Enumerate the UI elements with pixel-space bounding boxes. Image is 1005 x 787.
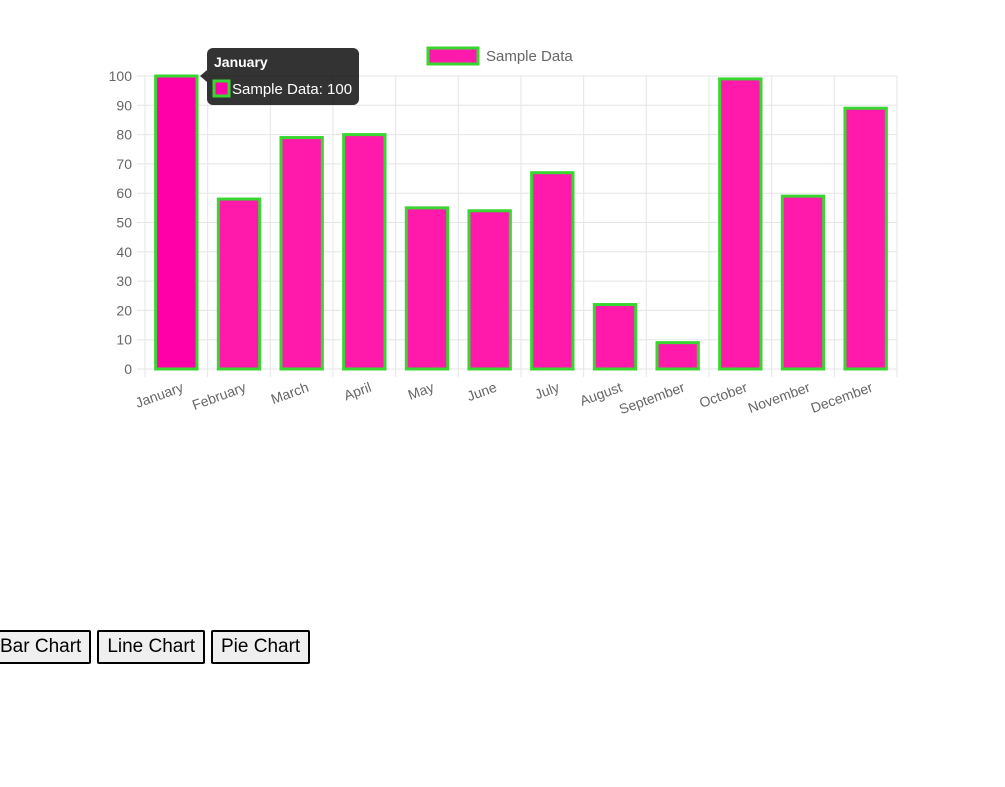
bar-july[interactable]	[530, 171, 575, 371]
x-tick-label: March	[269, 379, 311, 407]
x-tick-label: October	[697, 379, 750, 411]
legend-label[interactable]: Sample Data	[486, 48, 573, 65]
bar-september[interactable]	[655, 341, 700, 371]
y-tick-label: 90	[116, 97, 132, 113]
legend-swatch[interactable]	[426, 46, 480, 66]
bar-march[interactable]	[279, 136, 324, 371]
y-tick-label: 0	[124, 361, 132, 377]
y-tick-label: 50	[116, 215, 132, 231]
x-tick-label: December	[809, 379, 875, 416]
bar-february[interactable]	[216, 197, 262, 371]
bar-may[interactable]	[404, 206, 450, 371]
tooltip-box	[207, 48, 360, 105]
bar-august[interactable]	[592, 303, 638, 371]
y-tick-label: 30	[116, 273, 132, 289]
bar-january[interactable]	[154, 74, 199, 371]
bar-november[interactable]	[780, 194, 826, 371]
y-tick-label: 60	[116, 185, 132, 201]
tooltip-title: January	[214, 54, 268, 70]
y-tick-label: 10	[116, 332, 132, 348]
tooltip-caret	[200, 70, 208, 82]
line-chart-button[interactable]: Line Chart	[97, 630, 205, 664]
y-tick-label: 80	[116, 127, 132, 143]
bar-april[interactable]	[342, 133, 387, 371]
x-tick-label: November	[746, 379, 812, 416]
y-tick-label: 70	[116, 156, 132, 172]
x-tick-label: May	[406, 379, 436, 403]
x-tick-label: September	[617, 379, 687, 418]
x-tick-label: June	[465, 379, 499, 404]
x-tick-label: April	[342, 379, 374, 404]
bar-chart-button[interactable]: Bar Chart	[0, 630, 92, 664]
x-tick-label: January	[133, 379, 185, 411]
bar-december[interactable]	[843, 106, 888, 371]
y-tick-label: 100	[109, 68, 133, 84]
tooltip-swatch	[212, 79, 231, 98]
chart-type-toolbar: Bar Chart Line Chart Pie Chart	[0, 630, 311, 664]
x-tick-label: July	[532, 379, 561, 403]
y-tick-label: 40	[116, 244, 132, 260]
pie-chart-button[interactable]: Pie Chart	[210, 630, 311, 664]
tooltip-body: Sample Data: 100	[232, 81, 352, 98]
y-tick-label: 20	[116, 302, 132, 318]
x-tick-label: February	[190, 379, 248, 413]
bar-june[interactable]	[467, 209, 512, 371]
bar-october[interactable]	[718, 77, 763, 371]
